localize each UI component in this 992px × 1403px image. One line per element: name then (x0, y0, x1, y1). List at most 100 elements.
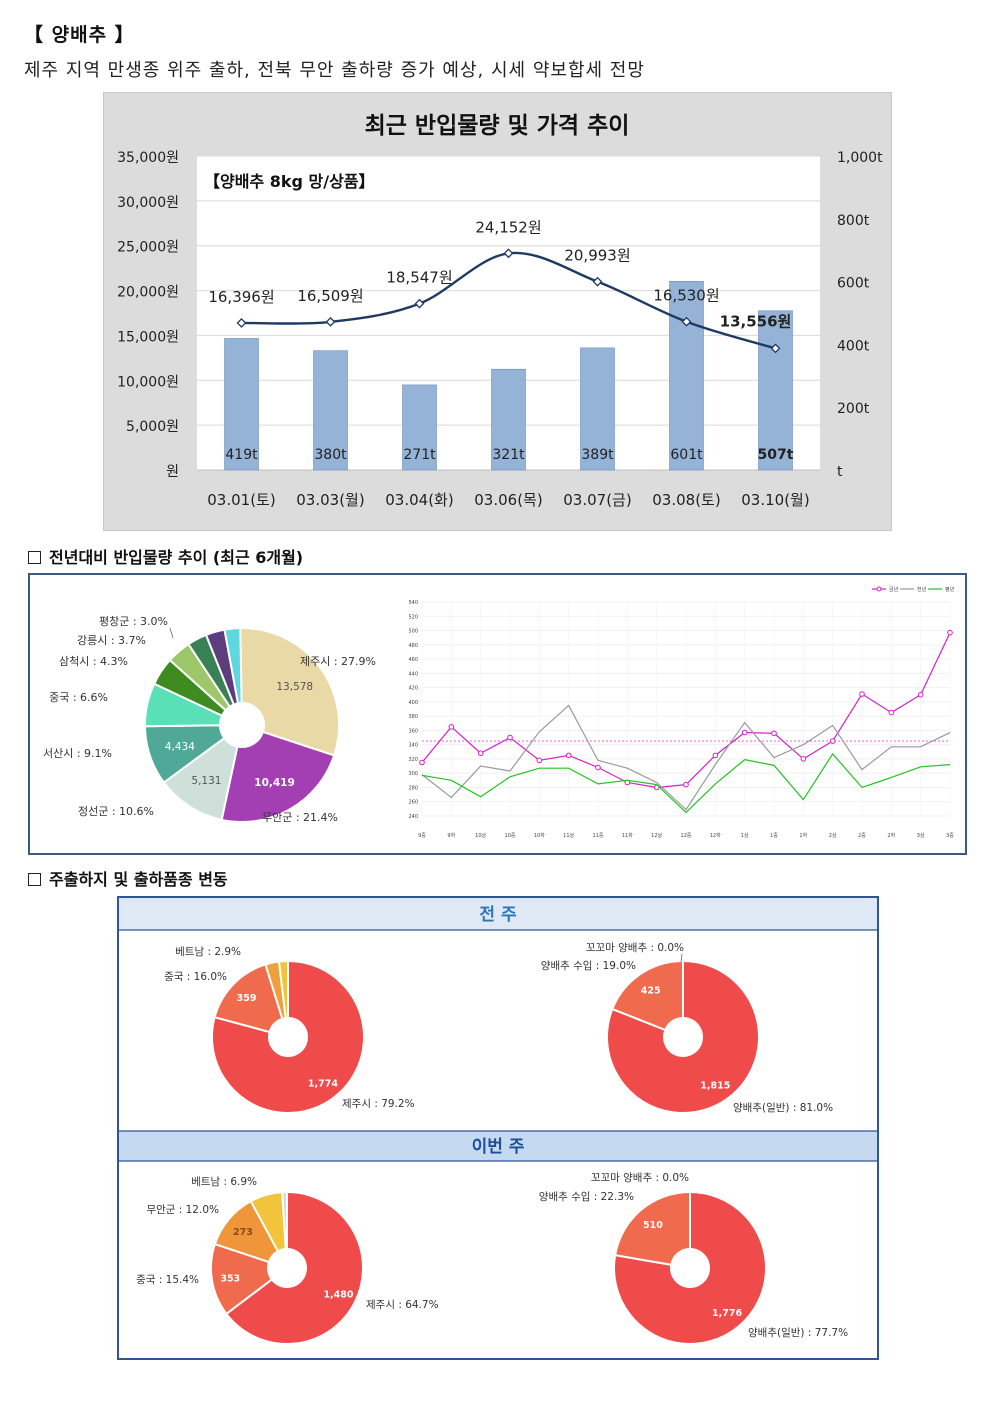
price-marker (325, 316, 336, 327)
left-axis-tick: 25,000원 (117, 240, 179, 256)
x-axis-tick: 03.07(금) (563, 491, 631, 509)
right-axis-tick: t (837, 464, 843, 480)
series-marker (829, 738, 836, 744)
x-axis-tick: 03.08(토) (652, 491, 720, 509)
shipping-pie-slice (281, 1190, 288, 1251)
yoy-volume-svg: 13,578 제주시 : 27.9% 10,419 무안군 : 21.4% 5,131 정… (43, 586, 955, 839)
shipping-slice-value: 1,776 (712, 1308, 742, 1319)
series-marker (477, 750, 484, 757)
volume-bar (313, 350, 348, 471)
region-pie-slice (223, 626, 243, 705)
series-marker (947, 629, 953, 636)
price-volume-chart-svg: 최근 반입물량 및 가격 추이 【양배추 8kg 망/상품】 원 5,000원 10,0… (117, 113, 883, 509)
volume-bar (491, 368, 526, 471)
shipping-slice-value: 273 (233, 1227, 253, 1238)
shipping-pie-slice (611, 959, 684, 1032)
left-axis-tick: 30,000원 (117, 195, 179, 211)
series-marker (536, 757, 543, 764)
series-line (421, 752, 951, 814)
shipping-slice-label: 꼬꼬마 양배추 : 0.0% (586, 942, 684, 954)
x-axis-tick: 03.04(화) (385, 491, 453, 509)
x-axis-tick: 12중 (681, 833, 692, 839)
x-axis-tick: 12하 (710, 832, 721, 839)
x-axis-tick: 3상 (917, 832, 925, 839)
right-axis-tick: 800t (837, 213, 870, 229)
x-axis-tick: 03.06(목) (474, 491, 542, 509)
region-slice-label: 제주시 : 27.9% (300, 655, 376, 668)
panel-header-prev (119, 898, 877, 930)
series-marker (565, 752, 572, 759)
page-title: 【 양배추 】 (24, 24, 135, 46)
price-label: 16,396원 (208, 288, 274, 306)
y-axis-tick: 360 (408, 728, 418, 734)
region-pie-slice (239, 627, 340, 757)
region-slice-label: 평창군 : 3.0% (99, 615, 168, 628)
shipping-slice-value: 425 (641, 985, 661, 996)
shipping-slice-label: 베트남 : 6.9% (191, 1176, 257, 1188)
volume-bar-label: 389t (581, 447, 614, 463)
price-label: 16,530원 (653, 287, 719, 305)
x-axis-tick: 2상 (829, 832, 837, 839)
volume-bar (580, 347, 615, 471)
checkbox-square-icon (28, 551, 41, 564)
region-slice-label: 강릉시 : 3.7% (77, 634, 146, 647)
shipping-pie-slice (613, 1190, 691, 1266)
shipping-slice-value: 359 (237, 993, 257, 1004)
region-slice-label: 서산시 : 9.1% (43, 747, 112, 760)
x-axis-tick: 03.01(토) (207, 491, 275, 509)
x-axis-tick: 9중 (418, 833, 426, 839)
legend-label: 금년 (889, 586, 899, 593)
x-axis-tick: 10상 (475, 832, 486, 839)
y-axis-tick: 480 (408, 643, 418, 649)
x-axis-tick: 3중 (946, 833, 954, 839)
price-label: 16,509원 (297, 287, 363, 305)
shipping-pie-slice (606, 959, 760, 1114)
y-axis-tick: 400 (408, 700, 418, 706)
volume-bar-label: 380t (314, 447, 347, 463)
shipping-pie-slice (211, 959, 365, 1114)
price-label: 18,547원 (386, 269, 452, 287)
series-marker (419, 759, 425, 766)
volume-bar (669, 280, 704, 471)
x-axis-tick: 11하 (622, 832, 633, 839)
x-axis-tick: 1하 (799, 832, 807, 839)
yoy-volume-panel: 13,578 제주시 : 27.9% 10,419 무안군 : 21.4% 5,131 정… (28, 573, 967, 855)
shipping-slice-label: 베트남 : 2.9% (175, 946, 241, 958)
shipping-slice-value: 1,774 (308, 1079, 338, 1090)
section-shipping-title: 주출하지 및 출하품종 변동 (49, 870, 228, 889)
y-axis-tick: 420 (408, 686, 418, 692)
shipping-slice-value: 353 (220, 1273, 240, 1284)
price-volume-chart: 최근 반입물량 및 가격 추이 【양배추 8kg 망/상품】 원 5,000원 10,0… (103, 92, 892, 531)
y-axis-tick: 340 (408, 743, 418, 749)
legend-marker (876, 586, 882, 592)
x-axis-tick: 1상 (741, 832, 749, 839)
section-shipping-heading: 주출하지 및 출하품종 변동 (28, 866, 228, 890)
x-axis-tick: 12상 (651, 832, 662, 839)
series-marker (683, 781, 689, 788)
legend-label: 전년 (917, 586, 927, 593)
series-marker (771, 730, 777, 737)
region-slice-value: 5,131 (191, 775, 221, 787)
x-axis-tick: 2하 (887, 832, 895, 839)
volume-bar-label: 601t (670, 447, 703, 463)
volume-bar-label: 507t (758, 447, 794, 463)
region-slice-label: 정선군 : 10.6% (78, 805, 154, 818)
shipping-pie-slice (277, 959, 289, 1020)
x-axis-tick: 10중 (505, 833, 516, 839)
price-marker (681, 316, 692, 327)
region-slice-label: 무안군 : 21.4% (262, 811, 338, 824)
shipping-slice-label: 제주시 : 79.2% (342, 1098, 415, 1110)
region-pie-slice (220, 730, 336, 823)
y-axis-tick: 300 (408, 771, 418, 777)
price-marker (503, 248, 514, 259)
shipping-slice-value: 510 (643, 1220, 663, 1231)
left-axis-tick: 35,000원 (117, 150, 179, 166)
y-axis-tick: 540 (408, 600, 418, 606)
series-marker (448, 724, 455, 730)
series-marker (888, 709, 895, 716)
series-marker (917, 691, 924, 698)
region-slice-value: 10,419 (254, 777, 295, 789)
chart-title: 최근 반입물량 및 가격 추이 (365, 113, 630, 139)
left-axis-tick: 20,000원 (117, 285, 179, 301)
shipping-pie-slice (213, 963, 284, 1034)
